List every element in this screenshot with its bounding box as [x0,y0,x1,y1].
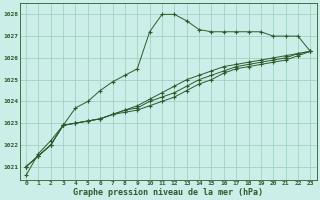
X-axis label: Graphe pression niveau de la mer (hPa): Graphe pression niveau de la mer (hPa) [73,188,263,197]
